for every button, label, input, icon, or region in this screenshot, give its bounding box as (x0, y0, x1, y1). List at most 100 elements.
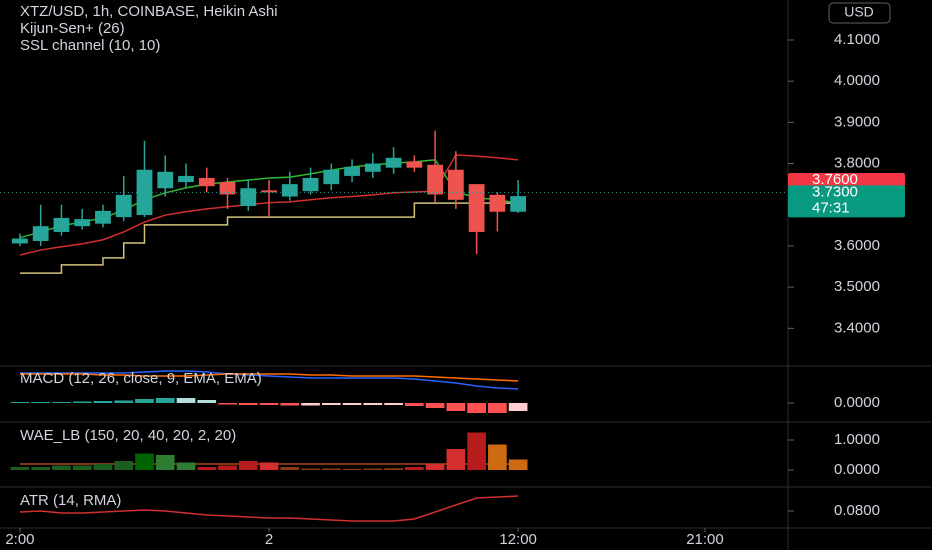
histogram-bar (363, 468, 383, 470)
histogram-bar (321, 403, 341, 405)
candle-body (385, 157, 402, 168)
x-tick-label: 21:00 (686, 531, 724, 548)
candle-body (510, 196, 527, 212)
symbol-title: XTZ/USD, 1h, COINBASE, Heikin Ashi (20, 3, 278, 20)
histogram-bar (176, 398, 196, 403)
histogram-bar (280, 403, 300, 406)
candle-body (468, 184, 485, 232)
currency-button[interactable] (828, 2, 891, 24)
indicator-label: SSL channel (10, 10) (20, 37, 160, 54)
candle-body (157, 171, 174, 189)
histogram-bar (31, 402, 51, 403)
histogram-bar (135, 453, 154, 470)
y-tick-label: 4.0000 (834, 72, 880, 89)
histogram-bar (321, 468, 341, 470)
histogram-bar (114, 461, 134, 470)
histogram-bar (446, 449, 466, 470)
histogram-bar (508, 459, 528, 470)
y-tick-label: 0.0000 (834, 461, 880, 478)
histogram-bar (405, 403, 424, 406)
candle-body (198, 177, 215, 187)
candle-body (344, 166, 360, 176)
histogram-bar (467, 432, 486, 470)
x-tick-label: 12:00 (499, 531, 537, 548)
histogram-bar (425, 464, 445, 470)
histogram-bar (93, 401, 113, 403)
candle-body (32, 226, 49, 241)
histogram-bar (467, 403, 486, 413)
y-tick-label: 3.5000 (834, 278, 880, 295)
histogram-bar (93, 464, 113, 470)
y-tick-label: 3.8000 (834, 155, 880, 172)
histogram-bar (218, 465, 237, 470)
histogram-bar (135, 399, 154, 403)
histogram-bar (52, 402, 71, 403)
candle-body (427, 164, 443, 195)
candle-body (74, 219, 91, 227)
currency-label: USD (844, 4, 874, 20)
indicator-line (19, 495, 519, 522)
pane-title: ATR (14, RMA) (20, 492, 121, 509)
histogram-bar (176, 462, 196, 470)
indicator-line (19, 370, 519, 390)
histogram-bar (342, 468, 362, 470)
histogram-bar (114, 400, 134, 403)
histogram-bar (301, 468, 320, 470)
histogram-bar (488, 403, 507, 413)
histogram-bar (384, 468, 403, 470)
y-tick-label: 3.4000 (834, 319, 880, 336)
candle-body (178, 175, 194, 183)
pane-title: MACD (12, 26, close, 9, EMA, EMA) (20, 370, 262, 387)
candle-body (95, 210, 111, 224)
histogram-bar (508, 403, 528, 411)
candle-body (53, 217, 70, 232)
y-tick-label: 3.6000 (834, 237, 880, 254)
histogram-bar (10, 467, 30, 470)
histogram-bar (72, 401, 92, 403)
indicator-line (19, 202, 519, 274)
price-label: 3.7300 (812, 183, 858, 200)
y-tick-label: 3.9000 (834, 113, 880, 130)
histogram-bar (342, 403, 362, 405)
candle-body (489, 194, 506, 212)
price-label: 3.7600 (812, 171, 858, 188)
countdown: 47:31 (812, 199, 850, 216)
histogram-bar (52, 465, 71, 470)
histogram-bar (301, 403, 320, 406)
price-label-box (788, 173, 905, 188)
histogram-bar (10, 402, 30, 403)
candle-body (323, 169, 340, 185)
candle-body (240, 188, 257, 206)
candle-body (406, 161, 423, 168)
histogram-bar (425, 403, 445, 408)
y-tick-label: 0.0000 (834, 394, 880, 411)
histogram-bar (259, 403, 279, 405)
histogram-bar (405, 467, 424, 470)
candle-body (261, 190, 277, 193)
histogram-bar (280, 467, 300, 470)
histogram-bar (218, 403, 237, 405)
histogram-bar (238, 403, 258, 405)
price-label-box (788, 185, 905, 218)
candle-body (219, 182, 236, 195)
histogram-bar (31, 467, 51, 470)
histogram-bar (155, 455, 175, 470)
candle-body (12, 238, 28, 244)
x-tick-label: 2 (265, 531, 273, 548)
histogram-bar (446, 403, 466, 411)
x-tick-label: 2:00 (5, 531, 34, 548)
histogram-bar (259, 462, 279, 470)
candle-body (364, 163, 381, 172)
indicator-line (19, 373, 519, 382)
histogram-bar (72, 465, 92, 470)
histogram-bar (363, 403, 383, 405)
histogram-bar (155, 398, 175, 403)
candle-body (447, 169, 464, 200)
candle-body (281, 184, 298, 197)
y-tick-label: 1.0000 (834, 431, 880, 448)
candle-body (302, 177, 319, 192)
y-tick-label: 4.1000 (834, 31, 880, 48)
histogram-bar (488, 444, 507, 470)
